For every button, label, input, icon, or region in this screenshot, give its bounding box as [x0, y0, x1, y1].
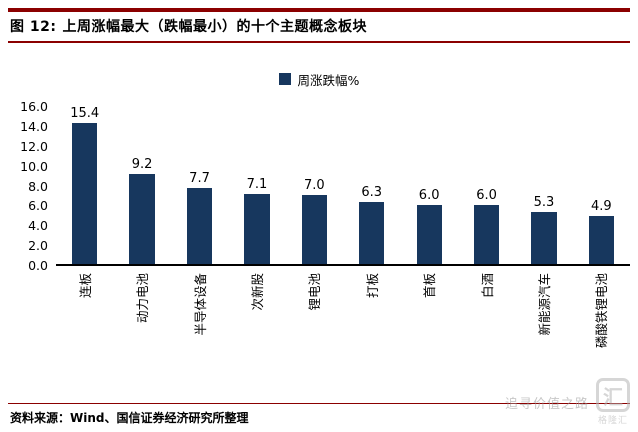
x-category-cell: 新能源汽车 [515, 269, 572, 369]
x-category-label: 新能源汽车 [536, 273, 552, 336]
y-tick-label: 6.0 [28, 198, 48, 214]
x-category-label: 半导体设备 [192, 273, 208, 336]
x-category-label: 次新股 [249, 273, 265, 311]
y-tick-label: 8.0 [28, 178, 48, 194]
watermark: 追寻价值之路 汇 格隆汇 [505, 378, 630, 426]
bar-value-label: 5.3 [533, 195, 555, 210]
x-category-label: 连板 [77, 273, 93, 299]
source-text: 资料来源：Wind、国信证券经济研究所整理 [10, 411, 249, 425]
x-category-cell: 锂电池 [286, 269, 343, 369]
bar-column: 9.2 [113, 107, 170, 264]
gelonghui-logo-icon: 汇 格隆汇 [596, 378, 630, 426]
bar [129, 173, 155, 264]
x-category-label: 打板 [364, 273, 380, 299]
bar-column: 7.7 [171, 107, 228, 264]
y-tick-label: 2.0 [28, 237, 48, 253]
bar-value-label: 6.0 [476, 188, 497, 204]
figure-title-bar: 图 12: 上周涨幅最大（跌幅最小）的十个主题概念板块 [8, 8, 630, 43]
gelonghui-logo-label: 格隆汇 [597, 416, 628, 426]
y-tick-label: 0.0 [28, 257, 48, 273]
legend-label: 周涨跌幅% [297, 72, 360, 88]
figure-number: 图 12: [10, 19, 57, 35]
bar [588, 215, 614, 264]
x-category-cell: 动力电池 [113, 269, 170, 369]
bar-column: 6.0 [458, 107, 515, 264]
watermark-text: 追寻价值之路 [504, 396, 589, 412]
plot-area: 15.4 9.2 7.7 7.1 7.0 6.3 6.0 6.0 5.3 4.9 [56, 107, 630, 266]
y-tick-label: 10.0 [20, 158, 48, 174]
bar-value-label: 7.7 [189, 171, 210, 187]
x-category-cell: 半导体设备 [171, 269, 228, 369]
bar-value-label: 7.0 [303, 178, 325, 194]
x-category-label: 白酒 [479, 273, 495, 299]
chart-body: 16.0 14.0 12.0 10.0 8.0 6.0 4.0 2.0 0.0 15.4 9.2 7… [8, 100, 630, 369]
x-category-cell: 打板 [343, 269, 400, 369]
x-axis-labels: 连板 动力电池 半导体设备 次新股 锂电池 打板 首板 白酒 新能源汽车 磷酸铁锂电池 [56, 269, 630, 369]
x-category-label: 锂电池 [307, 273, 323, 311]
bar [72, 123, 98, 264]
x-category-cell: 白酒 [458, 269, 515, 369]
bar-column: 6.0 [400, 107, 457, 264]
bar-value-label: 7.1 [246, 177, 268, 193]
x-category-cell: 连板 [56, 269, 113, 369]
bar [186, 188, 213, 264]
bar-value-label: 6.0 [418, 188, 440, 204]
bar [531, 212, 557, 264]
bar [473, 205, 500, 264]
bar [301, 195, 327, 264]
bar-value-label: 6.3 [361, 185, 383, 201]
figure-title: 上周涨幅最大（跌幅最小）的十个主题概念板块 [62, 19, 367, 35]
bar-value-label: 9.2 [131, 156, 153, 172]
bar-column: 15.4 [56, 107, 113, 264]
bar-value-label: 4.9 [591, 198, 612, 214]
x-category-label: 动力电池 [135, 273, 151, 324]
y-tick-label: 12.0 [20, 138, 48, 154]
bar-column: 4.9 [573, 107, 630, 264]
gelonghui-logo-glyph: 汇 [596, 378, 630, 412]
legend-swatch-icon [278, 73, 291, 85]
bar [244, 194, 270, 264]
x-category-label: 磷酸铁锂电池 [594, 273, 610, 349]
y-axis: 16.0 14.0 12.0 10.0 8.0 6.0 4.0 2.0 0.0 [8, 100, 56, 271]
bar [416, 205, 442, 264]
bar-column: 7.1 [228, 107, 285, 264]
x-category-cell: 次新股 [228, 269, 285, 369]
y-tick-label: 16.0 [20, 98, 48, 114]
plot-stack: 15.4 9.2 7.7 7.1 7.0 6.3 6.0 6.0 5.3 4.9 连板 动力电池 半导… [56, 107, 630, 369]
bar-chart: 周涨跌幅% 16.0 14.0 12.0 10.0 8.0 6.0 4.0 2.0 0.0 15… [8, 71, 630, 369]
bar-column: 5.3 [515, 107, 572, 264]
y-tick-label: 14.0 [20, 118, 48, 134]
bar-column: 7.0 [286, 107, 343, 264]
x-category-cell: 首板 [400, 269, 457, 369]
chart-legend: 周涨跌幅% [8, 71, 630, 88]
source-note: 资料来源：Wind、国信证券经济研究所整理 [8, 403, 630, 426]
x-category-cell: 磷酸铁锂电池 [573, 269, 630, 369]
x-category-label: 首板 [422, 273, 438, 299]
y-tick-label: 4.0 [28, 218, 48, 233]
bar [359, 202, 385, 264]
bar-value-label: 15.4 [70, 106, 100, 121]
bar-column: 6.3 [343, 107, 400, 264]
